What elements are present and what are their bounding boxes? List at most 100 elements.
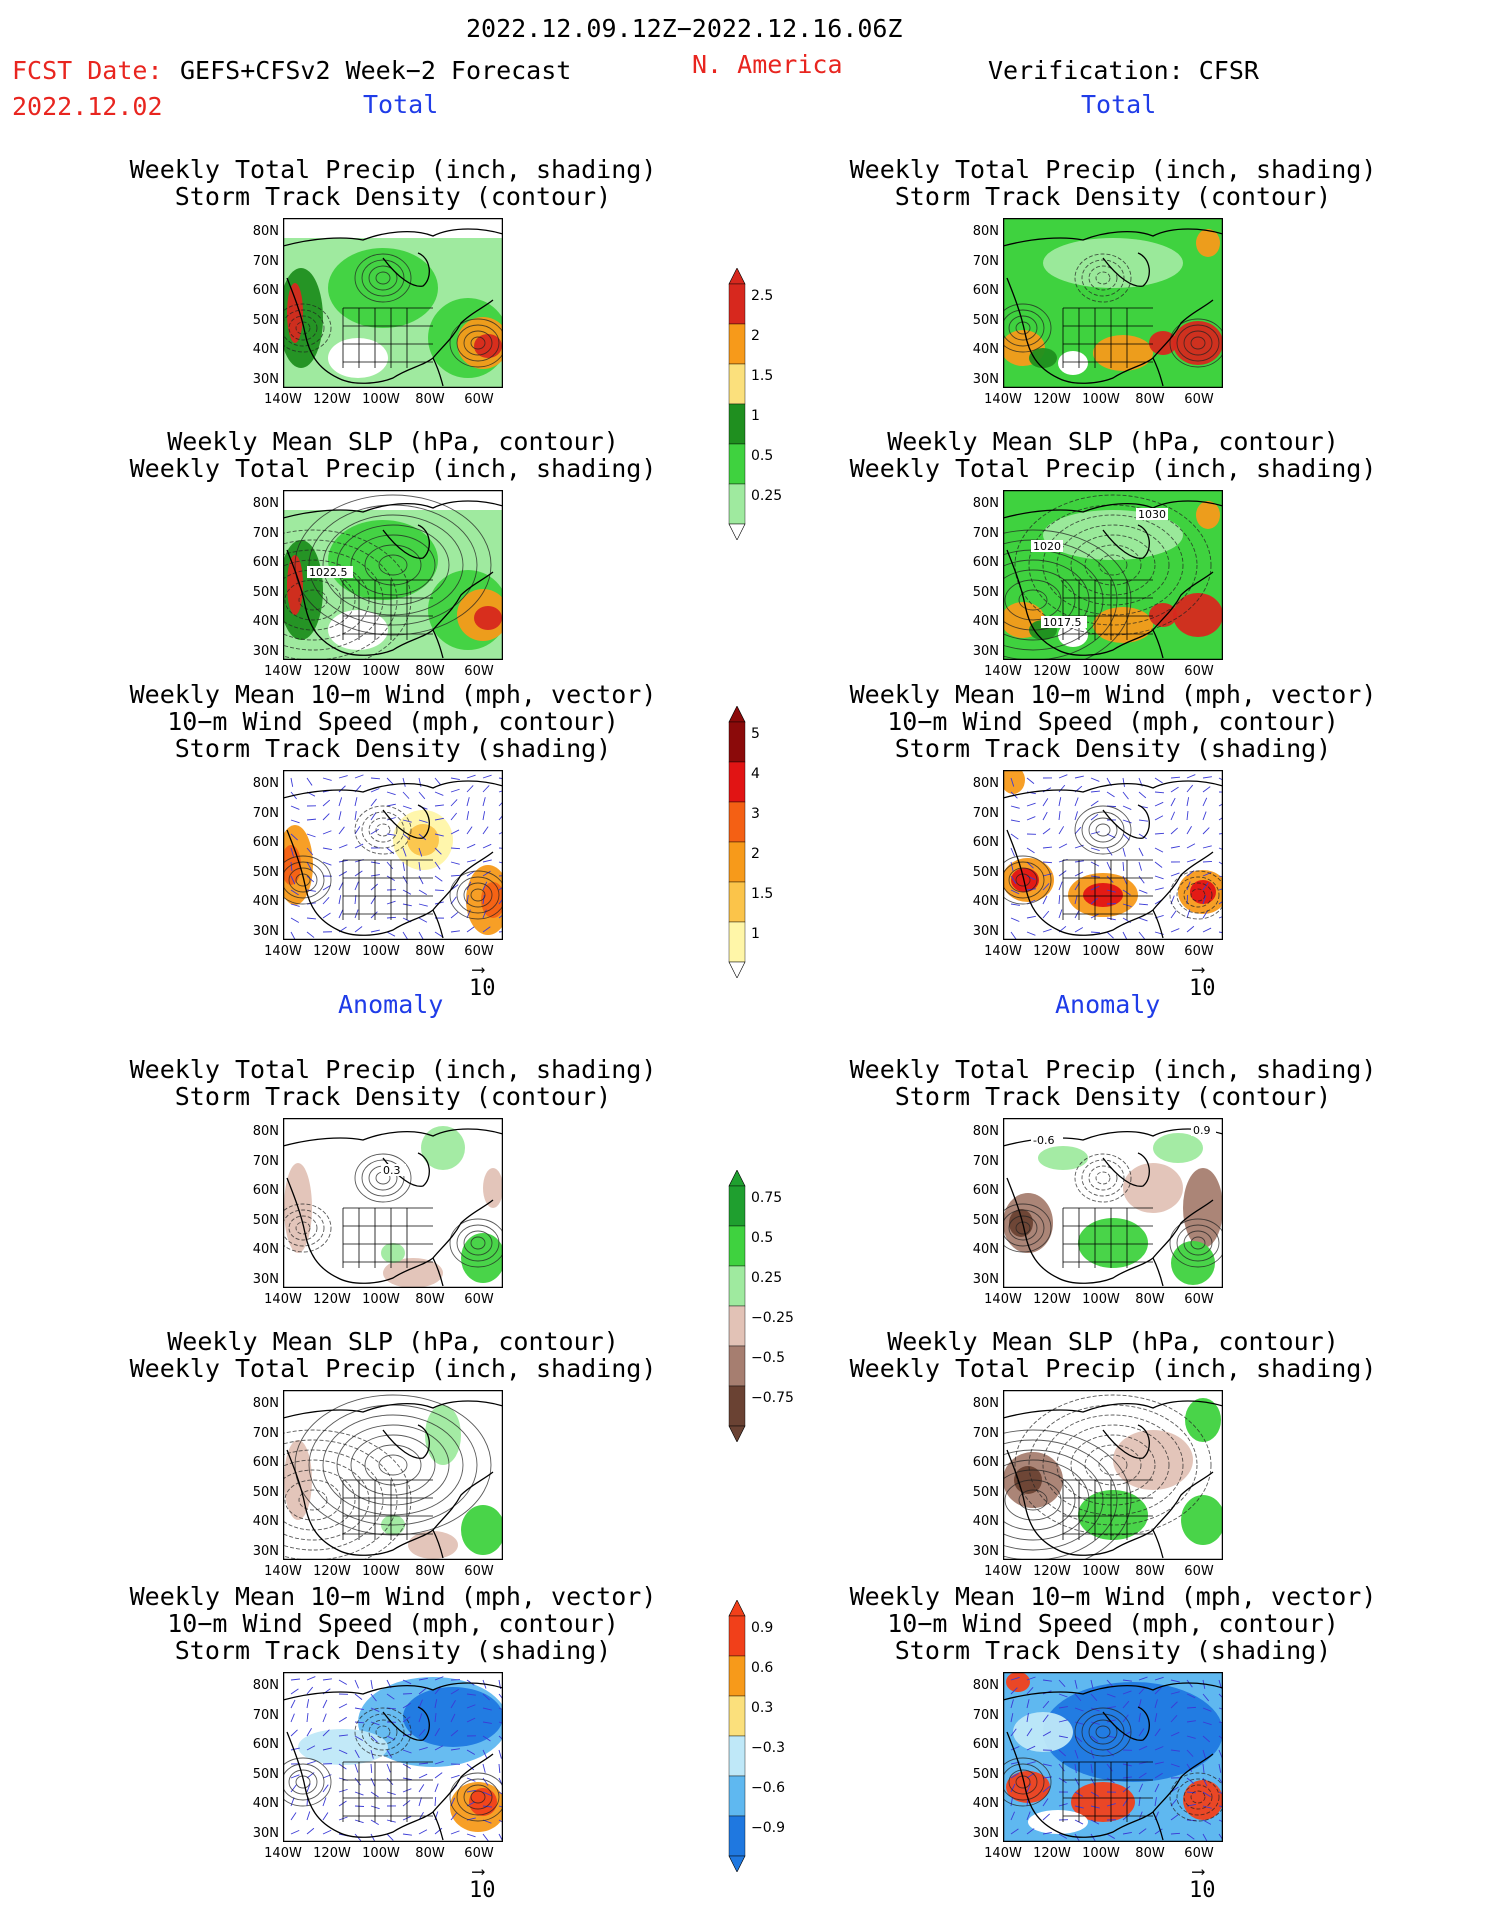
map-frame <box>283 490 503 660</box>
contour-lines <box>1003 253 1223 368</box>
precip-shading-max <box>287 283 303 343</box>
lat-label: 40N <box>252 1514 279 1529</box>
lon-label: 60W <box>1184 1292 1214 1307</box>
colorbar-label: 0.3 <box>751 1700 774 1716</box>
contour-lines <box>1003 1394 1212 1560</box>
lon-label: 80W <box>415 664 445 679</box>
lon-label: 60W <box>464 1564 494 1579</box>
date-range-title: 2022.12.09.12Z−2022.12.16.06Z <box>466 14 903 43</box>
lon-label: 120W <box>313 392 351 407</box>
lon-label: 120W <box>313 1292 351 1307</box>
precip-shading-max <box>474 606 502 630</box>
lat-label: 60N <box>972 555 999 570</box>
precip-shading-moderate <box>328 520 438 600</box>
panel-title-ver-anom-precip-line2: Storm Track Density (contour) <box>894 1082 1332 1111</box>
map-fcst-total-precip <box>283 218 503 388</box>
panel-title-ver-anom-precip-line1: Weekly Total Precip (inch, shading) <box>849 1055 1377 1084</box>
vector-reference-arrow-icon: ⟶ <box>1193 959 1204 980</box>
lon-label: 120W <box>1033 1564 1071 1579</box>
lat-label: 70N <box>972 1425 999 1441</box>
anom-shading-wet <box>1185 1398 1221 1442</box>
colorbar-label: 0.6 <box>751 1660 774 1676</box>
colorbar-label: 0.5 <box>751 448 774 464</box>
lon-label: 60W <box>1184 664 1214 679</box>
lat-label: 40N <box>972 1514 999 1529</box>
colorbar-precip-anom <box>728 1170 746 1442</box>
anom-shading-wet <box>1078 1218 1148 1268</box>
lat-label: 50N <box>252 1212 279 1228</box>
colorbar-segment <box>728 1385 746 1427</box>
colorbar-label: −0.5 <box>751 1350 785 1366</box>
map-fcst-total-wind <box>283 770 503 940</box>
lon-label: 80W <box>415 1564 445 1579</box>
state-boundaries <box>1062 859 1153 920</box>
lat-label: 80N <box>252 1678 279 1693</box>
lon-label: 120W <box>1033 944 1071 959</box>
lat-label: 30N <box>252 643 279 659</box>
lon-label: 140W <box>264 1292 302 1307</box>
precip-shading-max <box>1149 331 1177 355</box>
lat-label: 30N <box>972 1825 999 1841</box>
precip-shading-light <box>1043 238 1183 288</box>
colorbar-segment <box>728 403 746 445</box>
lon-label: 80W <box>415 944 445 959</box>
colorbar-segment <box>728 1775 746 1817</box>
lat-label: 40N <box>972 1796 999 1811</box>
state-boundaries <box>342 1761 433 1822</box>
anom-shading-wet <box>461 1505 503 1555</box>
lat-label: 30N <box>252 1825 279 1841</box>
map-ver-anom-precip: -0.6 0.9 <box>1003 1118 1223 1288</box>
lat-label: 70N <box>252 1707 279 1723</box>
lon-label: 140W <box>984 392 1022 407</box>
state-boundaries <box>342 859 433 920</box>
contour-label: 1020 <box>1033 540 1061 553</box>
lat-label: 80N <box>252 1396 279 1411</box>
lon-label: 100W <box>1082 944 1120 959</box>
lat-label: 50N <box>252 1766 279 1782</box>
panel-title-fcst-anom-slp-line1: Weekly Mean SLP (hPa, contour) <box>167 1327 619 1356</box>
storm-shading-base <box>283 770 503 940</box>
lat-label: 60N <box>252 1737 279 1752</box>
precip-shading-very-heavy <box>1196 501 1220 529</box>
lat-label: 40N <box>972 614 999 629</box>
lon-label: 80W <box>415 392 445 407</box>
anom-shading-dry <box>383 1258 443 1288</box>
lat-label: 80N <box>252 1124 279 1139</box>
colorbar-segment <box>728 1265 746 1307</box>
precip-shading-heavy <box>1029 348 1057 368</box>
anom-shading-wet <box>1153 1133 1203 1163</box>
map-frame <box>283 1118 503 1288</box>
lat-label: 70N <box>972 805 999 821</box>
lat-label: 50N <box>972 864 999 880</box>
section-anomaly-right: Anomaly <box>1055 990 1161 1019</box>
fcst-source: GEFS+CFSv2 Week−2 Forecast <box>180 56 572 85</box>
panel-title-ver-total-slp-line2: Weekly Total Precip (inch, shading) <box>849 454 1377 483</box>
storm-shading-max <box>1011 868 1039 892</box>
map-frame <box>1003 1672 1223 1842</box>
lat-label: 70N <box>252 805 279 821</box>
lat-label: 70N <box>252 1153 279 1169</box>
lat-label: 80N <box>252 776 279 791</box>
lon-label: 80W <box>1135 392 1165 407</box>
panel-title-ver-total-wind-line2: 10−m Wind Speed (mph, contour) <box>887 707 1339 736</box>
map-ver-total-wind <box>1003 770 1223 940</box>
lat-label: 60N <box>972 283 999 298</box>
lat-label: 80N <box>972 496 999 511</box>
panel-title-ver-total-slp-line1: Weekly Mean SLP (hPa, contour) <box>887 427 1339 456</box>
lon-label: 80W <box>415 1292 445 1307</box>
lat-label: 60N <box>252 283 279 298</box>
lon-label: 120W <box>313 664 351 679</box>
lon-label: 140W <box>984 1292 1022 1307</box>
lat-label: 80N <box>972 776 999 791</box>
colorbar-label: −0.6 <box>751 1780 785 1796</box>
colorbar-label: −0.3 <box>751 1740 785 1756</box>
lat-label: 30N <box>252 1271 279 1287</box>
vector-reference: ⟶ 10 <box>1189 959 1216 1002</box>
state-boundaries <box>1062 1207 1153 1268</box>
lat-label: 50N <box>252 312 279 328</box>
colorbar-segment <box>728 761 746 803</box>
colorbar-segment <box>728 721 746 763</box>
lon-label: 80W <box>1135 1292 1165 1307</box>
storm-anom-slight-low <box>298 1729 388 1765</box>
colorbar-storm-total <box>728 706 746 978</box>
